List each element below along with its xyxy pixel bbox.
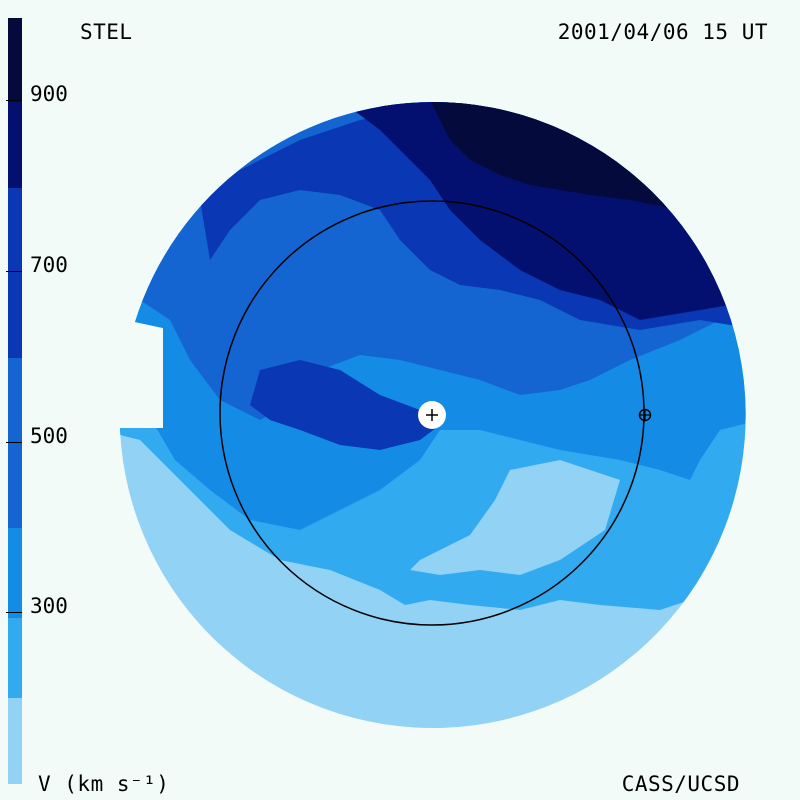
- source-label: STEL: [80, 20, 133, 44]
- legend-swatch-lt300: [8, 698, 22, 784]
- earth-icon: [638, 408, 652, 422]
- legend-tick: [6, 271, 22, 272]
- legend-tick-label: 700: [30, 253, 68, 277]
- legend-tick-label: 500: [30, 424, 68, 448]
- legend-tick: [6, 612, 22, 613]
- legend-tick: [6, 100, 22, 101]
- timestamp-label: 2001/04/06 15 UT: [557, 20, 768, 44]
- legend-swatch-500-600: [8, 358, 22, 528]
- velocity-region-swirl: [250, 360, 440, 450]
- velocity-region-lt300-blob: [410, 460, 620, 575]
- velocity-color-legend: [8, 18, 22, 784]
- legend-tick: [6, 442, 22, 443]
- credit-label: CASS/UCSD: [621, 772, 740, 796]
- legend-swatch-600-700: [8, 188, 22, 358]
- legend-swatch-300-400: [8, 618, 22, 698]
- legend-swatch-400-500: [8, 528, 22, 618]
- legend-tick-label: 900: [30, 82, 68, 106]
- sun-center-icon: [418, 401, 446, 429]
- legend-tick-label: 300: [30, 594, 68, 618]
- legend-swatch-gt800: [8, 18, 22, 102]
- units-label: V (km s⁻¹): [38, 772, 170, 796]
- earth-orbit: [219, 200, 645, 626]
- legend-swatch-700-800: [8, 102, 22, 188]
